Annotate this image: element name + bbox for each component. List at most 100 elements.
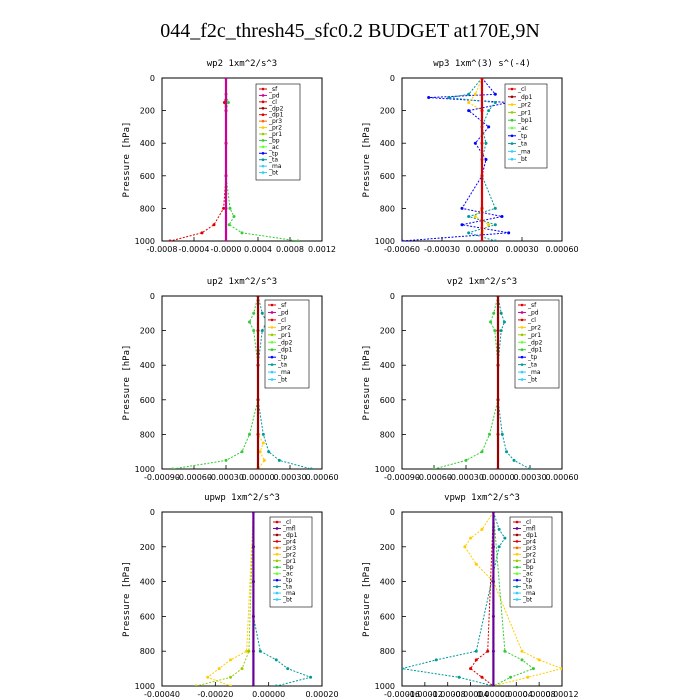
legend-marker — [520, 333, 524, 337]
panel-title: up2 1xm^2/s^3 — [207, 277, 277, 287]
series-point — [251, 512, 255, 514]
legend-marker — [520, 363, 524, 366]
x-tick-label: -0.00090 — [144, 473, 180, 482]
y-tick-label: 800 — [380, 647, 395, 656]
series-group — [402, 78, 511, 241]
y-tick-label: 0 — [390, 508, 395, 517]
legend-marker — [520, 370, 524, 374]
legend-entry: _bt — [277, 377, 288, 384]
x-tick-label: 0.00000 — [465, 245, 498, 254]
series-point — [487, 432, 491, 436]
series-point — [528, 467, 532, 469]
series-point — [467, 215, 471, 219]
legend-entry: _pr1 — [282, 558, 296, 565]
series-point — [228, 206, 232, 210]
y-tick-label: 400 — [380, 139, 395, 148]
legend-entry: _cl — [527, 317, 536, 324]
y-tick-label: 1000 — [135, 237, 155, 246]
series-point — [496, 329, 500, 333]
legend-entry: _cl — [517, 86, 526, 93]
legend-marker — [261, 151, 265, 155]
x-tick-label: 0.00000 — [481, 473, 514, 482]
legend-entry: _pr1 — [522, 558, 536, 565]
legend-marker — [510, 142, 514, 145]
legend-marker — [510, 87, 514, 91]
series-point — [240, 231, 244, 235]
series-point — [467, 92, 471, 96]
x-tick-label: 0.00030 — [513, 473, 546, 482]
series-point — [486, 649, 490, 653]
panel-title: wp2 1xm^2/s^3 — [207, 59, 277, 69]
legend-marker — [515, 591, 519, 595]
y-tick-label: 800 — [380, 204, 395, 213]
plot-frame — [161, 77, 323, 242]
series-point — [467, 231, 471, 235]
legend-entry: _pd — [527, 309, 539, 316]
legend-marker — [261, 113, 265, 117]
x-tick-label: -0.0000 — [211, 245, 242, 254]
x-tick-label: 0.00020 — [305, 690, 338, 699]
x-tick-label: -0.00008 — [430, 690, 466, 699]
series-point — [252, 311, 256, 315]
legend-marker — [261, 139, 265, 142]
legend-entry: _tp — [517, 133, 527, 140]
legend-marker — [515, 585, 519, 588]
legend-entry: _pr2 — [517, 102, 531, 109]
y-tick-label: 1000 — [375, 682, 395, 691]
series-point — [484, 158, 488, 161]
series-point — [194, 684, 198, 686]
series-point — [491, 512, 495, 514]
legend-entry: _cl — [282, 519, 291, 526]
legend-marker — [510, 118, 514, 122]
series-point — [480, 78, 484, 80]
y-tick-label: 200 — [380, 543, 395, 552]
legend-entry: _dp1 — [522, 532, 538, 539]
plot-frame — [161, 295, 323, 470]
legend-marker — [270, 326, 274, 329]
series-point — [491, 649, 495, 653]
series-point — [496, 363, 500, 367]
series-point — [274, 658, 278, 662]
series-point — [274, 684, 278, 686]
legend-entry: _ac — [268, 144, 279, 151]
series-point — [252, 329, 256, 333]
legend-marker — [275, 527, 279, 530]
legend-entry: _pr3 — [522, 545, 536, 552]
plot-frame — [401, 511, 563, 687]
y-tick-label: 600 — [140, 396, 155, 405]
series-point — [251, 649, 255, 653]
x-tick-label: 0.00000 — [241, 473, 274, 482]
legend-entry: _ta — [517, 141, 527, 148]
legend-marker — [261, 94, 265, 97]
legend-entry: _pr3 — [282, 545, 296, 552]
series-point — [217, 667, 221, 671]
y-tick-label: 400 — [380, 578, 395, 587]
legend-entry: _pr2 — [277, 324, 291, 331]
legend-entry: _pr1 — [268, 131, 282, 138]
y-tick-label: 800 — [140, 430, 155, 439]
series-line — [448, 78, 498, 241]
y-tick-label: 800 — [380, 430, 395, 439]
series-point — [499, 329, 503, 333]
x-tick-label: 0.00008 — [523, 690, 556, 699]
series-point — [467, 100, 471, 104]
series-point — [168, 239, 172, 241]
legend-marker — [520, 303, 524, 307]
y-tick-label: 400 — [140, 139, 155, 148]
series-point — [277, 458, 281, 462]
legend-entry: _pr2 — [527, 324, 541, 331]
legend-entry: _ma — [517, 148, 531, 155]
legend-entry: _ta — [282, 584, 292, 591]
legend-entry: _ma — [522, 590, 536, 597]
series-point — [402, 667, 404, 671]
series-point — [537, 658, 541, 662]
series-line — [196, 512, 254, 686]
legend-entry: _sf — [527, 302, 537, 309]
series-point — [256, 432, 260, 436]
series-point — [256, 467, 260, 469]
series-point — [493, 92, 497, 96]
legend-entry: _pr2 — [282, 551, 296, 558]
legend-marker — [261, 164, 265, 168]
legend-marker — [520, 340, 524, 344]
legend-entry: _bt — [517, 156, 528, 163]
